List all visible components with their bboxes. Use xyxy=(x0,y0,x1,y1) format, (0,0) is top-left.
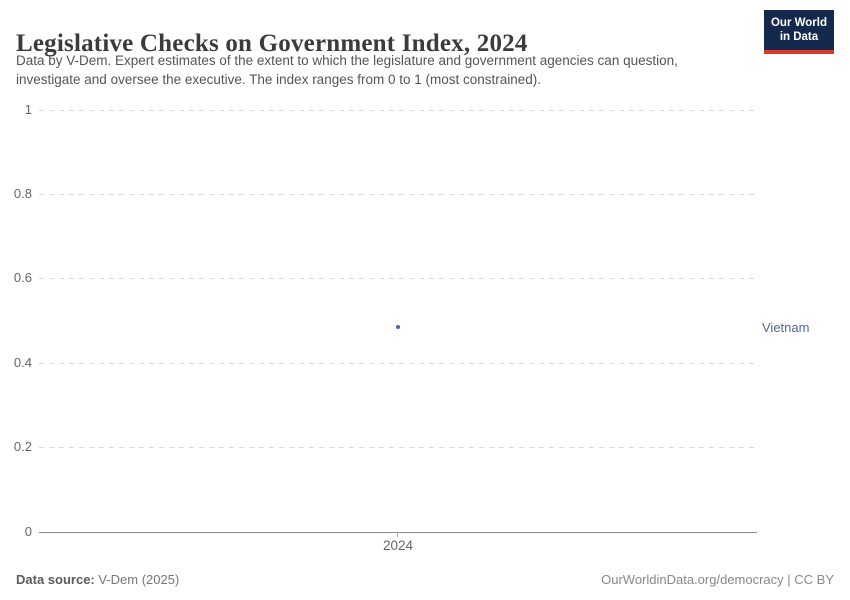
chart-subtitle-line1: Data by V-Dem. Expert estimates of the e… xyxy=(16,53,678,68)
owid-logo-line1: Our World xyxy=(770,17,827,29)
y-axis-tick-label: 0 xyxy=(24,524,32,539)
gridline xyxy=(39,278,757,279)
x-axis-line xyxy=(39,532,757,533)
y-axis-tick-label: 0.8 xyxy=(13,186,32,201)
chart-subtitle-line2: investigate and oversee the executive. T… xyxy=(16,71,542,87)
gridline xyxy=(39,194,757,195)
y-axis-tick-label: 1 xyxy=(24,102,32,117)
y-axis-tick-label: 0.6 xyxy=(13,270,32,285)
data-source: Data source: V-Dem (2025) xyxy=(16,572,179,587)
attribution-link[interactable]: OurWorldinData.org/democracy | CC BY xyxy=(601,572,834,587)
data-source-label: Data source: xyxy=(16,572,95,587)
chart-subtitle: Data by V-Dem. Expert estimates of the e… xyxy=(16,52,678,89)
x-axis-tick-mark xyxy=(397,532,398,537)
chart-footer: Data source: V-Dem (2025) OurWorldinData… xyxy=(16,572,834,587)
gridline xyxy=(39,110,757,111)
y-axis-tick-label: 0.2 xyxy=(13,439,32,454)
owid-logo-line2: in Data xyxy=(779,30,819,43)
series-label-vietnam[interactable]: Vietnam xyxy=(762,320,810,335)
gridline xyxy=(39,363,757,364)
x-axis-tick-label: 2024 xyxy=(382,538,414,553)
gridline xyxy=(39,447,757,448)
data-point-vietnam[interactable] xyxy=(396,325,400,329)
chart-title: Legislative Checks on Government Index, … xyxy=(16,29,528,57)
data-source-value[interactable]: V-Dem (2025) xyxy=(98,572,180,587)
y-axis-tick-label: 0.4 xyxy=(13,355,32,370)
owid-logo[interactable]: Our World in Data xyxy=(763,10,834,54)
